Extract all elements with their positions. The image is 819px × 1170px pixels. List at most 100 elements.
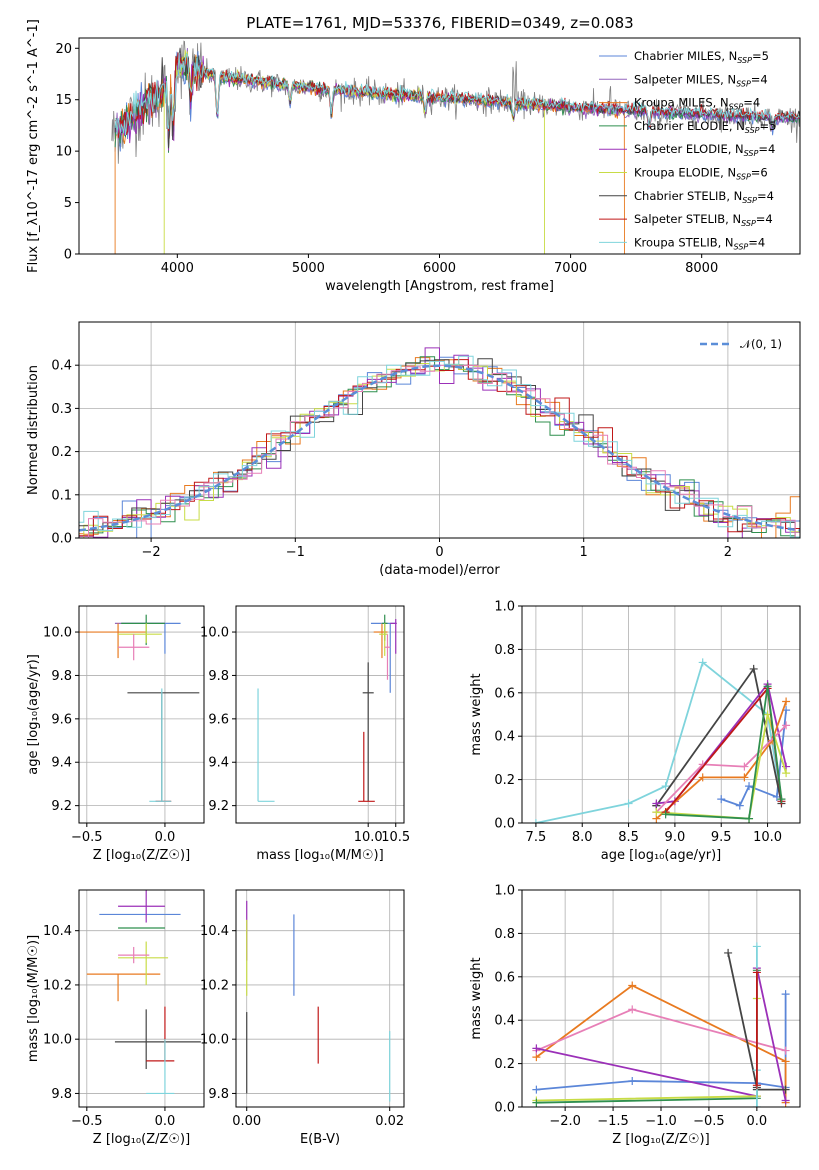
weight-marker — [781, 1085, 790, 1094]
axes-frame — [235, 889, 405, 1108]
x-axis-label: Z [log₁₀(Z/Z☉)] — [93, 1132, 190, 1147]
y-axis-label: Normed distribution — [26, 365, 41, 495]
weight-marker — [781, 1057, 790, 1066]
axes-frame — [235, 605, 405, 824]
legend-entry: Salpeter ELODIE, NSSP=4 — [634, 142, 775, 158]
legend-entry: Salpeter MILES, NSSP=4 — [634, 72, 768, 88]
axes-frame — [78, 605, 205, 824]
weight-line-kroupa_miles — [535, 984, 787, 1103]
legend-entry: Chabrier ELODIE, NSSP=5 — [634, 119, 776, 135]
y-tick-label: 10.0 — [43, 1033, 72, 1048]
weight-line-kroupa_stelib — [535, 660, 783, 823]
weight-marker — [777, 795, 786, 804]
x-tick-label: 8.5 — [618, 830, 639, 845]
x-axis-label: Z [log₁₀(Z/Z☉)] — [612, 1132, 709, 1147]
weight-marker — [652, 799, 661, 808]
axes-frame — [78, 889, 205, 1108]
y-tick-label: 0.8 — [494, 643, 515, 658]
y-tick-label: 0.2 — [494, 773, 515, 788]
x-tick-label: 5000 — [292, 261, 325, 276]
weight-marker — [782, 697, 791, 706]
y-tick-label: 10.0 — [43, 626, 72, 641]
x-tick-label: −0.5 — [71, 830, 103, 845]
y-tick-label: 15 — [55, 93, 72, 108]
x-tick-label: 0.00 — [232, 1114, 261, 1129]
plot-area — [531, 658, 791, 823]
y-tick-label: 9.4 — [208, 756, 229, 771]
x-tick-label: −1 — [286, 545, 305, 560]
y-tick-label: 0.0 — [51, 532, 72, 547]
x-tick-label: −2.0 — [549, 1114, 581, 1129]
weight-marker — [532, 1044, 541, 1053]
weight-marker — [752, 968, 761, 977]
y-axis-label: mass weight — [469, 957, 484, 1039]
y-tick-label: 0.2 — [51, 445, 72, 460]
plot-area — [86, 890, 201, 1095]
y-tick-label: 9.8 — [51, 1087, 72, 1102]
y-tick-label: 5 — [64, 196, 72, 211]
y-tick-label: 9.2 — [51, 799, 72, 814]
x-axis-label: age [log₁₀(age/yr)] — [601, 848, 722, 863]
legend-entry: Kroupa STELIB, NSSP=4 — [634, 235, 765, 251]
plot-area — [111, 40, 800, 254]
x-tick-label: 0.0 — [155, 830, 176, 845]
residual-histogram-salpeter_stelib — [79, 359, 800, 538]
weight-marker — [752, 1103, 761, 1107]
y-tick-label: 0.4 — [494, 730, 515, 745]
legend-entry: Chabrier MILES, NSSP=5 — [634, 49, 769, 65]
x-tick-label: 6000 — [423, 261, 456, 276]
model-spectrum-kroupa_stelib — [114, 52, 800, 136]
plot-area — [79, 347, 800, 538]
spectrum-legend: Chabrier MILES, NSSP=5 Salpeter MILES, NS… — [599, 49, 776, 251]
panel-age_vs_Z: −0.5 0.0 9.2 9.4 9.6 9.8 10.0 Z [log₁₀(Z/Z☉)] ag… — [26, 605, 205, 863]
panel-mass_vs_Z: −0.5 0.0 9.8 10.0 10.2 10.4 Z [log₁₀(Z/Z☉)] mas… — [26, 889, 205, 1147]
y-tick-label: 0.0 — [494, 1101, 515, 1116]
weight-marker — [735, 801, 744, 810]
weight-marker — [661, 782, 670, 791]
legend-entry: Kroupa ELODIE, NSSP=6 — [634, 166, 768, 182]
weight-marker — [740, 762, 749, 771]
x-tick-label: 7000 — [554, 261, 587, 276]
y-axis-label: age [log₁₀(age/yr)] — [26, 654, 41, 775]
x-axis-label: wavelength [Angstrom, rest frame] — [325, 279, 554, 294]
y-tick-label: 0.8 — [494, 927, 515, 942]
plot-area — [79, 614, 200, 802]
y-tick-label: 1.0 — [494, 884, 515, 899]
x-tick-label: 7.5 — [526, 830, 547, 845]
x-tick-label: 0 — [435, 545, 443, 560]
y-tick-label: 0.6 — [494, 686, 515, 701]
weight-marker — [628, 1005, 637, 1014]
panel-spectrum: 4000 5000 6000 7000 8000 0 5 10 15 20 wavelength [… — [26, 19, 801, 294]
gaussian-legend-label: 𝒩(0, 1) — [740, 337, 782, 351]
y-tick-label: 9.6 — [51, 712, 72, 727]
x-tick-label: −1.0 — [645, 1114, 677, 1129]
x-tick-label: −0.5 — [693, 1114, 725, 1129]
x-tick-label: 10.5 — [381, 830, 410, 845]
y-tick-label: 9.2 — [208, 799, 229, 814]
weight-marker — [624, 799, 633, 808]
y-tick-label: 10.4 — [200, 924, 229, 939]
weight-marker — [752, 942, 761, 951]
x-tick-label: 1 — [580, 545, 588, 560]
y-axis-label: Flux [f_λ10^-17 erg cm^-2 s^-1 A^-1] — [26, 19, 41, 273]
panel-mass_vs_ebv: 0.00 0.02 9.8 10.0 10.2 10.4 E(B-V) — [200, 889, 405, 1147]
legend-entry: Chabrier STELIB, NSSP=4 — [634, 189, 774, 205]
weight-marker — [740, 773, 749, 782]
weight-line-pink — [655, 724, 787, 813]
weight-marker — [752, 1081, 761, 1090]
x-tick-label: 8.0 — [572, 830, 593, 845]
y-tick-label: 9.6 — [208, 712, 229, 727]
weight-marker — [749, 664, 758, 673]
x-axis-label: (data-model)/error — [379, 563, 500, 578]
x-tick-label: 9.5 — [711, 830, 732, 845]
x-tick-label: 8000 — [685, 261, 718, 276]
y-tick-label: 0.1 — [51, 488, 72, 503]
weight-marker — [782, 769, 791, 778]
weight-marker — [745, 814, 754, 823]
y-axis-label: mass weight — [469, 673, 484, 755]
panel-weight_vs_age: 7.5 8.0 8.5 9.0 9.5 10.0 0.0 0.2 0.4 0.6 0.8 1.0 age… — [469, 600, 801, 863]
gaussian-curve — [79, 364, 800, 532]
legend-entry: Salpeter STELIB, NSSP=4 — [634, 212, 773, 228]
